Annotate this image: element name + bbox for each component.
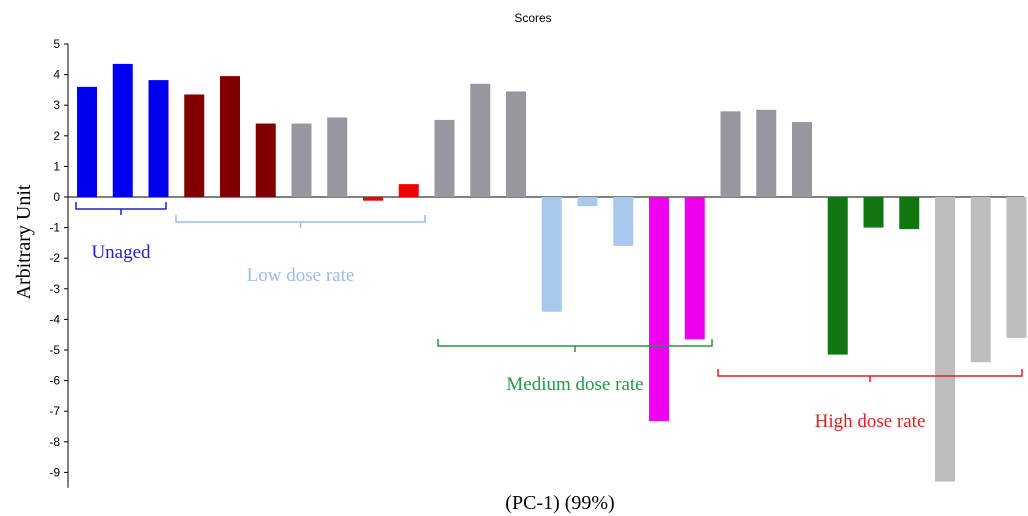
bar [434, 119, 455, 197]
y-tick-label: -3 [49, 282, 60, 296]
y-tick-label: 4 [53, 68, 60, 82]
group-bracket [175, 215, 426, 228]
bar [506, 91, 526, 197]
bar [756, 109, 777, 197]
y-tick-label: -9 [49, 465, 60, 479]
bar [291, 123, 312, 197]
y-tick-label: 1 [53, 159, 60, 173]
bar [541, 197, 562, 312]
y-axis: 5 4 3 2 1 0 -1 -2 -3 -4 -5 -6 -7 -8 -9 [49, 37, 69, 488]
y-tick-label: 2 [53, 129, 60, 143]
y-axis-label: Arbitrary Unit [13, 184, 35, 299]
group-label: Low dose rate [247, 265, 355, 286]
bar [827, 197, 848, 355]
group-bracket [75, 202, 167, 215]
bar [899, 197, 920, 230]
y-tick-label: -6 [49, 374, 60, 388]
bar [970, 197, 991, 363]
bar [649, 197, 669, 421]
group-label: Unaged [91, 242, 151, 263]
chart-title: Scores [514, 11, 551, 25]
bar [720, 111, 741, 197]
bar [935, 197, 955, 482]
bar [255, 123, 276, 197]
y-tick-label: 0 [53, 190, 60, 204]
x-axis-label: (PC-1) (99%) [505, 492, 614, 514]
y-tick-label: 5 [53, 37, 60, 51]
bar [77, 86, 97, 197]
group-bracket [437, 339, 713, 352]
bar [363, 197, 383, 201]
y-tick-label: -4 [49, 312, 60, 326]
bars [77, 63, 1027, 482]
y-tick-label: -1 [49, 221, 60, 235]
bar [184, 94, 205, 197]
bar [470, 83, 491, 197]
bar [220, 76, 240, 197]
y-tick-label: -5 [49, 343, 60, 357]
bar [1006, 197, 1027, 338]
y-tick-label: -8 [49, 435, 60, 449]
group-annotations: Unaged Low dose rate Medium dose rate High … [75, 202, 1023, 432]
bar [112, 63, 133, 197]
y-tick-label: -7 [49, 404, 60, 418]
bar [148, 80, 169, 197]
bar [863, 197, 884, 228]
bar [684, 197, 705, 340]
bar [398, 184, 419, 197]
bar [577, 197, 598, 207]
y-tick-label: 3 [53, 98, 60, 112]
bar [613, 197, 634, 246]
group-label: High dose rate [815, 411, 926, 432]
group-bracket [717, 369, 1023, 382]
bar [327, 117, 348, 197]
bar [792, 122, 812, 197]
group-label: Medium dose rate [506, 374, 643, 395]
y-tick-label: -2 [49, 251, 60, 265]
